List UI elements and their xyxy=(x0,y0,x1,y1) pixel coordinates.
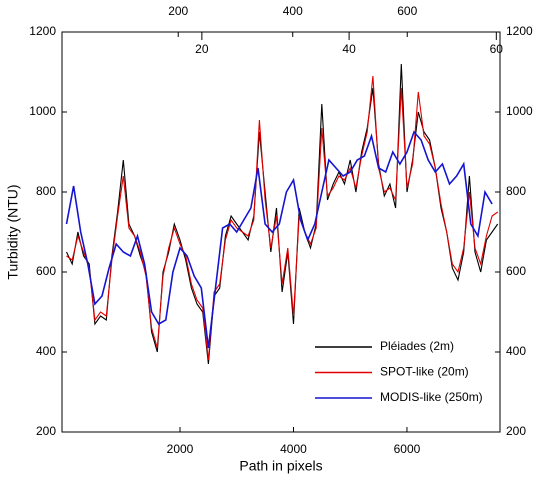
x2-tick-label: 400 xyxy=(283,4,303,18)
x3-tick-label: 20 xyxy=(195,42,209,56)
y2-tick-label: 600 xyxy=(506,264,526,278)
y-tick-label: 400 xyxy=(36,344,56,358)
y-axis-label: Turbidity (NTU) xyxy=(5,184,21,279)
x3-tick-label: 60 xyxy=(490,42,504,56)
y-tick-label: 600 xyxy=(36,264,56,278)
y2-tick-label: 400 xyxy=(506,344,526,358)
y-tick-label: 1000 xyxy=(29,104,56,118)
y-tick-label: 1200 xyxy=(29,24,56,38)
legend-label: MODIS-like (250m) xyxy=(380,390,483,404)
x-tick-label: 2000 xyxy=(167,442,194,456)
x-tick-label: 6000 xyxy=(394,442,421,456)
series-line xyxy=(66,75,499,361)
series-line xyxy=(65,130,493,349)
y2-tick-label: 800 xyxy=(506,184,526,198)
y2-tick-label: 200 xyxy=(506,424,526,438)
x-axis-label: Path in pixels xyxy=(239,458,322,474)
x2-tick-label: 200 xyxy=(168,4,188,18)
x2-tick-label: 600 xyxy=(397,4,417,18)
legend-label: Pléiades (2m) xyxy=(380,339,454,353)
y-tick-label: 800 xyxy=(36,184,56,198)
y-tick-label: 200 xyxy=(36,424,56,438)
plot-frame xyxy=(61,31,501,433)
y2-tick-label: 1000 xyxy=(506,104,533,118)
y2-tick-label: 1200 xyxy=(506,24,533,38)
legend-label: SPOT-like (20m) xyxy=(380,365,469,379)
series-line xyxy=(66,63,499,365)
x3-tick-label: 40 xyxy=(342,42,356,56)
x-tick-label: 4000 xyxy=(280,442,307,456)
